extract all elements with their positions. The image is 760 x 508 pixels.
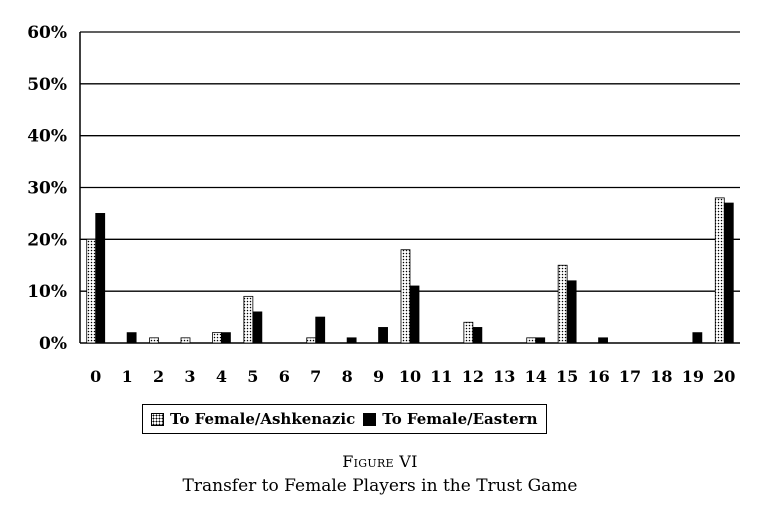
bar-eastern — [723, 202, 734, 344]
bar-ashkenazic — [212, 332, 222, 344]
y-tick-label: 30% — [27, 179, 67, 199]
bar-ashkenazic — [86, 238, 97, 344]
x-tick-label: 7 — [310, 367, 321, 386]
bar-ashkenazic — [400, 249, 411, 344]
legend-label-ashkenazic: To Female/Ashkenazic — [170, 410, 356, 428]
x-tick-label: 11 — [430, 367, 452, 386]
y-tick-label: 20% — [27, 230, 67, 250]
bar-ashkenazic — [306, 337, 317, 344]
y-tick-label: 50% — [27, 75, 67, 95]
bar-eastern — [598, 337, 608, 344]
y-tick-label: 10% — [27, 282, 67, 302]
legend: To Female/Ashkenazic To Female/Eastern — [142, 404, 547, 434]
bar-eastern — [252, 311, 263, 344]
legend-swatch-dotted — [151, 412, 164, 426]
x-axis: 0 1 2 3 4 5 6 7 8 9 10 11 12 13 14 15 16 17 18 19 20 — [80, 342, 740, 386]
x-tick-label: 14 — [525, 367, 547, 386]
y-axis: 0% 10% 20% 30% 40% 50% 60% — [27, 23, 81, 354]
x-tick-label: 17 — [619, 367, 641, 386]
x-tick-label: 16 — [587, 367, 609, 386]
legend-item-eastern: To Female/Eastern — [363, 410, 538, 428]
bar-chart: 0%10%20%30%40%50%60% 0 1 2 3 4 5 6 7 8 9 10 11 12 13 1… — [27, 23, 740, 386]
x-tick-label: 4 — [216, 367, 227, 386]
legend-item-ashkenazic: To Female/Ashkenazic — [151, 410, 355, 428]
x-tick-label: 13 — [493, 367, 515, 386]
y-tick-label: 40% — [27, 127, 67, 147]
legend-label-eastern: To Female/Eastern — [382, 410, 538, 428]
bar-ashkenazic — [526, 337, 537, 344]
x-tick-label: 5 — [247, 367, 258, 386]
gridlines — [80, 31, 740, 292]
figure-number: Figure VI — [342, 452, 418, 471]
bar-eastern — [95, 213, 106, 344]
bar-ashkenazic — [557, 264, 568, 344]
bar-eastern — [409, 285, 420, 344]
bar-eastern — [566, 280, 577, 344]
bar-eastern — [535, 337, 546, 344]
legend-swatch-solid — [363, 412, 377, 426]
bar-eastern — [126, 332, 137, 344]
bar-eastern — [692, 332, 703, 344]
bar-ashkenazic — [714, 197, 725, 344]
bar-eastern — [346, 337, 357, 344]
y-tick-label: 60% — [27, 23, 67, 43]
x-tick-label: 18 — [650, 367, 672, 386]
x-tick-label: 10 — [399, 367, 421, 386]
bars — [86, 197, 734, 344]
x-tick-label: 12 — [462, 367, 484, 386]
x-tick-label: 1 — [122, 367, 133, 386]
bar-eastern — [315, 316, 326, 344]
x-tick-label: 19 — [682, 367, 704, 386]
bar-ashkenazic — [149, 337, 159, 344]
x-tick-label: 15 — [556, 367, 578, 386]
bar-ashkenazic — [243, 295, 254, 344]
bar-eastern — [472, 327, 483, 344]
x-tick-label: 2 — [153, 367, 164, 386]
x-tick-label: 0 — [90, 367, 101, 386]
bar-ashkenazic — [180, 337, 191, 344]
y-tick-label: 0% — [39, 334, 67, 354]
x-tick-label: 6 — [279, 367, 290, 386]
figure-caption: Transfer to Female Players in the Trust … — [182, 476, 578, 496]
x-tick-label: 9 — [373, 367, 384, 386]
x-tick-label: 20 — [713, 367, 735, 386]
bar-eastern — [378, 327, 388, 344]
bar-eastern — [221, 332, 231, 344]
x-tick-label: 8 — [342, 367, 353, 386]
bar-ashkenazic — [463, 321, 474, 344]
x-tick-label: 3 — [184, 367, 195, 386]
